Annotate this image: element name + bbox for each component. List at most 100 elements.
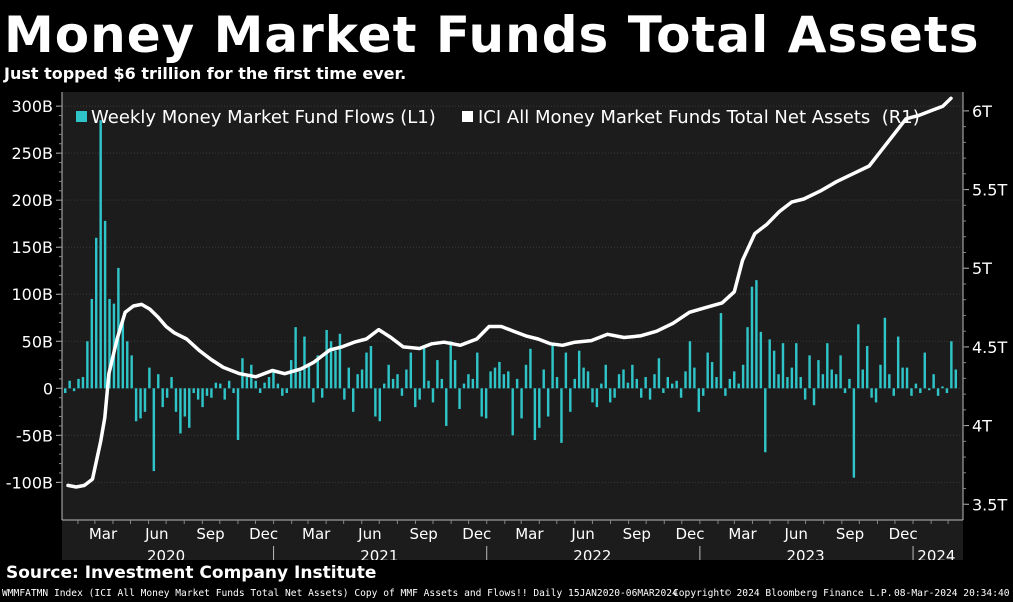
x-month-label: Jun	[357, 525, 381, 543]
flow-bar	[343, 388, 346, 400]
flow-bar	[391, 378, 395, 389]
left-tick-label: 100B	[11, 285, 53, 304]
flow-bar	[289, 360, 293, 389]
flow-bar	[484, 388, 488, 419]
flow-bar	[445, 388, 448, 426]
flow-bar	[458, 388, 461, 409]
flow-bar	[542, 369, 545, 389]
x-year-label: 2022	[573, 547, 611, 560]
flow-bar	[684, 371, 687, 389]
flow-bar	[196, 388, 200, 400]
flow-bar	[529, 348, 532, 389]
flow-bar	[635, 378, 638, 389]
x-month-label: Sep	[196, 525, 224, 543]
grid-lines	[62, 105, 963, 483]
x-month-label: Mar	[302, 525, 331, 543]
flow-bar	[905, 367, 909, 389]
flow-bar	[675, 380, 678, 389]
flow-bar	[227, 380, 231, 389]
flow-bar	[936, 388, 940, 396]
flow-bar	[604, 364, 607, 389]
flow-bar	[817, 360, 820, 389]
flow-bar	[896, 336, 900, 389]
legend-swatch-assets	[462, 111, 473, 122]
flow-bar	[927, 388, 931, 391]
flow-bar	[848, 378, 851, 389]
flow-bar	[737, 383, 740, 389]
flow-bar	[365, 352, 368, 389]
legend-label-flows: Weekly Money Market Fund Flows (L1)	[91, 107, 436, 128]
flow-bar	[830, 369, 833, 389]
flow-bar	[117, 267, 120, 389]
footer-ticker-info: WMMFATMN Index (ICI All Money Market Fun…	[2, 588, 678, 599]
flow-bar	[325, 329, 328, 389]
flow-bar	[223, 388, 226, 400]
flow-bar	[786, 377, 789, 389]
flow-bar	[219, 383, 222, 389]
flow-bar	[790, 367, 794, 389]
flow-bar	[622, 369, 625, 389]
flow-bar	[755, 280, 758, 389]
flow-bar	[564, 352, 568, 389]
chart-subtitle: Just topped $6 trillion for the first ti…	[4, 64, 407, 83]
flow-bar	[263, 382, 266, 389]
flow-bar	[883, 317, 887, 389]
flow-bar	[600, 383, 603, 389]
flow-bar	[489, 371, 492, 389]
assets-line	[66, 96, 953, 489]
flow-bar	[360, 369, 364, 389]
x-year-label: 2023	[787, 547, 825, 560]
flow-bar	[515, 378, 519, 389]
flow-bar	[582, 367, 585, 389]
flow-bar	[86, 341, 89, 389]
flow-bar	[126, 341, 129, 389]
flow-bar	[405, 369, 408, 389]
flow-bar	[281, 388, 284, 396]
flow-bar	[750, 286, 754, 389]
flow-bar	[941, 386, 944, 389]
left-tick-label: -100B	[6, 473, 53, 492]
flow-bar	[462, 383, 466, 389]
assets-line-group	[66, 96, 953, 489]
flow-bar	[68, 380, 71, 389]
flow-bar	[879, 364, 882, 389]
footer-timestamp: 08-Mar-2024 20:34:40	[894, 588, 1010, 599]
flow-bar	[533, 388, 537, 441]
flow-bar	[932, 374, 935, 389]
flow-bar	[662, 388, 665, 394]
flow-bar	[577, 350, 581, 389]
flow-bar	[702, 388, 705, 396]
flow-bar	[502, 374, 506, 389]
flow-bar	[130, 355, 133, 389]
x-month-label: Sep	[836, 525, 864, 543]
flow-bar	[679, 388, 683, 398]
x-month-label: Dec	[675, 525, 704, 543]
right-axis: 3.5T 4T 4.5T 5T 5.5T 6T	[962, 92, 1007, 520]
flow-bar	[772, 350, 776, 389]
flow-bar	[741, 364, 745, 389]
flow-bar	[768, 339, 771, 389]
chart-canvas: -100B -50B 0 50B 100B 150B 200B 250B 300B 3.5T 4T…	[6, 92, 1007, 560]
x-month-label: Jun	[783, 525, 807, 543]
flow-bar	[724, 388, 727, 396]
flow-bar	[134, 388, 138, 422]
flow-bar	[378, 388, 382, 422]
flow-bar	[440, 378, 444, 389]
flow-bar	[347, 367, 350, 389]
flow-bar	[422, 345, 426, 389]
flow-bar	[914, 383, 918, 389]
flow-bar	[414, 388, 417, 408]
flow-bar	[888, 374, 891, 389]
flow-bar	[312, 388, 315, 403]
flow-bar	[471, 378, 475, 389]
left-tick-label: -50B	[16, 426, 53, 445]
flow-bar	[733, 371, 736, 389]
flow-bar	[715, 377, 718, 389]
flow-bar	[108, 298, 111, 389]
flow-bar	[710, 361, 714, 389]
flow-bar	[480, 388, 483, 417]
flow-bar	[179, 388, 182, 434]
flow-bar	[507, 371, 510, 389]
x-year-label: 2021	[360, 547, 398, 560]
flow-bar	[236, 388, 240, 441]
